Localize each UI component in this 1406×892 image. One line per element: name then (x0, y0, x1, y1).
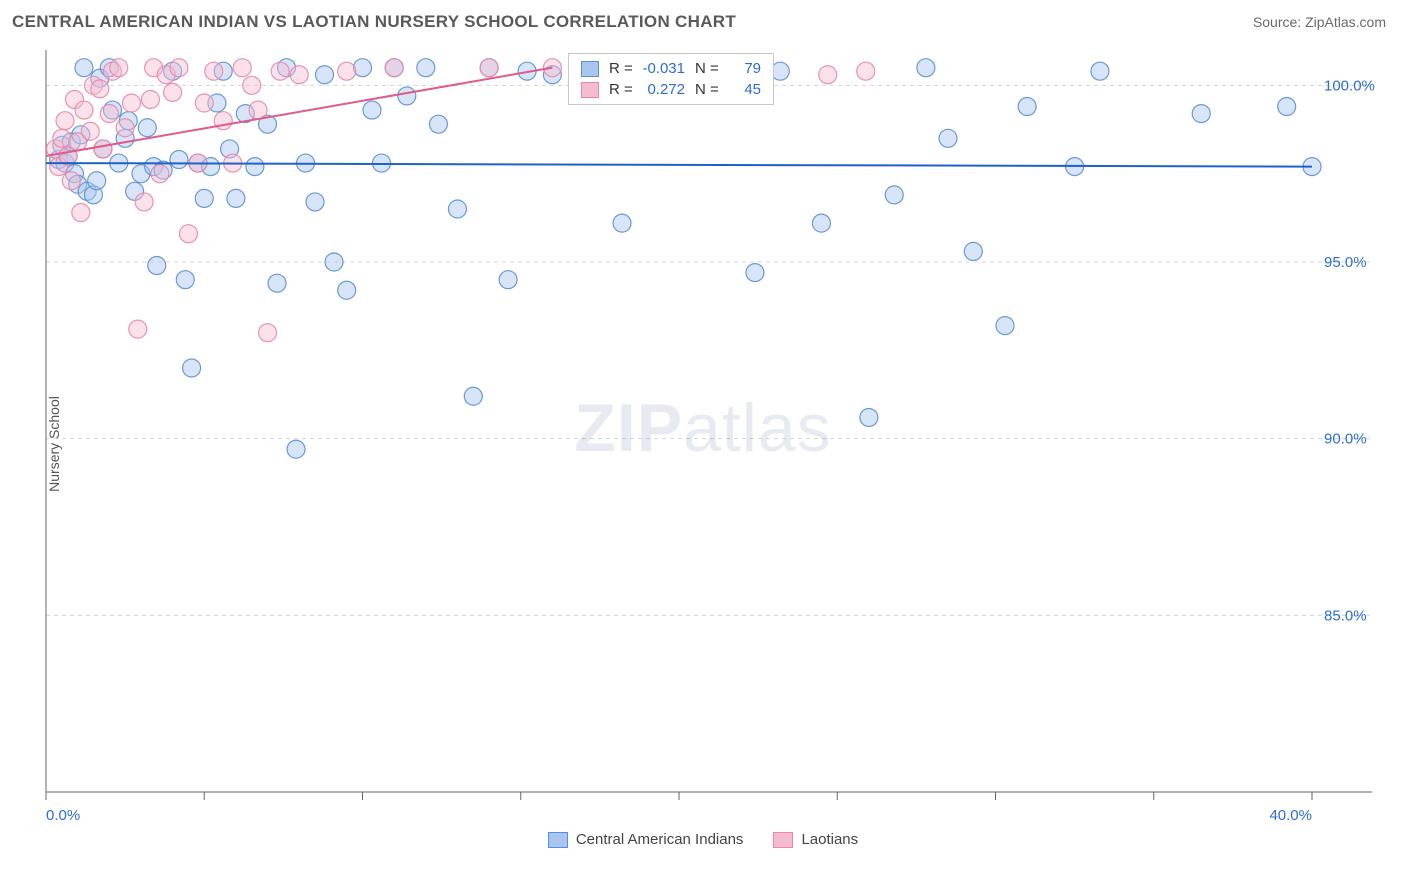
stat-swatch (581, 61, 599, 77)
legend-item: Laotians (773, 831, 858, 848)
stat-r-value: -0.031 (635, 60, 695, 77)
correlation-stats-box: R =-0.031N =79 R =0.272N =45 (568, 53, 774, 105)
svg-text:0.0%: 0.0% (46, 807, 80, 824)
series-legend: Central American Indians Laotians (0, 831, 1406, 848)
legend-label: Laotians (801, 831, 858, 848)
stat-r-label: R = (603, 60, 635, 77)
chart-header: CENTRAL AMERICAN INDIAN VS LAOTIAN NURSE… (0, 0, 1406, 40)
stat-n-label: N = (695, 81, 725, 98)
stat-r-label: R = (603, 81, 635, 98)
legend-swatch (548, 832, 568, 848)
svg-text:85.0%: 85.0% (1324, 607, 1367, 624)
legend-label: Central American Indians (576, 831, 744, 848)
stat-n-value: 45 (725, 81, 761, 98)
chart-area: 85.0% 90.0% 95.0% 100.0% 0.0% 40.0% Nursery S… (0, 40, 1406, 848)
scatter-chart-svg: 85.0% 90.0% 95.0% 100.0% 0.0% 40.0% (0, 40, 1406, 848)
svg-text:40.0%: 40.0% (1269, 807, 1312, 824)
chart-title: CENTRAL AMERICAN INDIAN VS LAOTIAN NURSE… (12, 12, 736, 32)
stat-r-value: 0.272 (635, 81, 695, 98)
svg-text:100.0%: 100.0% (1324, 77, 1375, 94)
stat-n-value: 79 (725, 60, 761, 77)
legend-item: Central American Indians (548, 831, 744, 848)
svg-text:90.0%: 90.0% (1324, 431, 1367, 448)
source-attribution: Source: ZipAtlas.com (1253, 14, 1386, 30)
legend-swatch (773, 832, 793, 848)
stat-n-label: N = (695, 60, 725, 77)
stat-swatch (581, 82, 599, 98)
y-axis-label: Nursery School (46, 396, 62, 492)
svg-text:95.0%: 95.0% (1324, 254, 1367, 271)
